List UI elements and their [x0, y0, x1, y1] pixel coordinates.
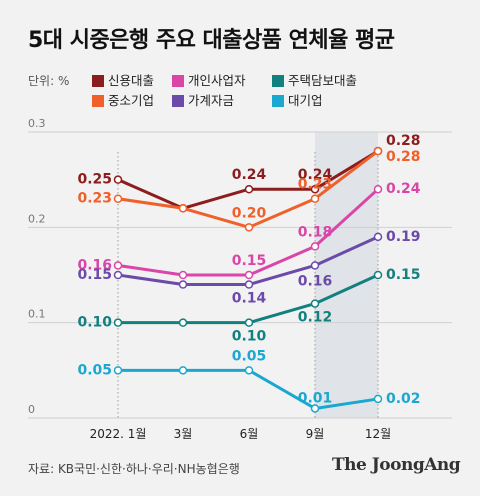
data-point — [113, 194, 123, 203]
data-point — [113, 366, 123, 375]
source-note: 자료: KB국민·신한·하나·우리·NH농협은행 — [28, 462, 240, 476]
legend-swatch — [92, 75, 104, 87]
chart-title: 5대 시중은행 주요 대출상품 연체율 평균 — [28, 28, 395, 53]
legend-item-credit-loan: 신용대출 — [92, 70, 154, 89]
data-point — [244, 280, 254, 289]
data-label: 0.15 — [232, 253, 267, 269]
legend-label: 가계자금 — [188, 93, 235, 108]
data-label: 0.24 — [298, 167, 333, 183]
legend-swatch — [172, 95, 184, 107]
brand-logo: The JoongAng — [332, 455, 461, 475]
data-point — [113, 318, 123, 327]
data-point — [310, 184, 320, 194]
x-tick-label: 12월 — [365, 427, 391, 441]
data-label: 0.23 — [298, 177, 333, 193]
legend-item-large-corp: 대기업 — [272, 90, 323, 109]
legend-label: 중소기업 — [108, 93, 155, 108]
data-label: 0.20 — [232, 205, 267, 221]
data-label: 0.16 — [298, 273, 333, 289]
data-point — [373, 270, 383, 280]
data-label: 0.23 — [77, 191, 112, 207]
y-tick-label: 0.3 — [28, 117, 46, 130]
data-point — [244, 223, 254, 232]
data-point — [244, 318, 254, 327]
data-label: 0.24 — [386, 181, 421, 197]
data-point — [244, 184, 254, 194]
data-point — [310, 242, 320, 251]
data-label: 0.28 — [386, 133, 421, 149]
data-point — [373, 184, 383, 194]
legend-item-self-employed: 개인사업자 — [172, 70, 246, 89]
data-label: 0.12 — [298, 310, 333, 326]
y-tick-label: 0 — [28, 403, 35, 416]
legend-swatch — [92, 95, 104, 107]
legend-label: 대기업 — [288, 93, 323, 108]
legend-swatch — [272, 95, 284, 107]
x-tick-label: 6월 — [240, 427, 259, 441]
data-point — [178, 204, 188, 213]
data-label: 0.05 — [232, 348, 267, 364]
data-label: 0.25 — [77, 172, 112, 188]
data-point — [310, 194, 320, 203]
y-tick-label: 0.1 — [28, 308, 46, 321]
x-tick-label: 2022. 1월 — [90, 427, 147, 441]
data-label: 0.05 — [77, 362, 112, 378]
legend-item-mortgage: 주택담보대출 — [272, 70, 357, 89]
legend-item-sme: 중소기업 — [92, 90, 154, 109]
data-point — [310, 261, 320, 270]
data-point — [178, 318, 188, 327]
unit-label: 단위: % — [28, 74, 70, 88]
data-label: 0.14 — [232, 291, 267, 307]
data-point — [373, 394, 383, 404]
data-point — [113, 270, 123, 280]
data-label: 0.28 — [386, 149, 421, 165]
data-label: 0.10 — [77, 315, 112, 331]
data-label: 0.19 — [386, 229, 421, 245]
highlight-band — [315, 132, 378, 418]
data-label: 0.02 — [386, 391, 421, 407]
x-tick-label: 3월 — [174, 427, 193, 441]
legend-swatch — [272, 75, 284, 87]
data-label: 0.10 — [232, 329, 267, 345]
data-label: 0.01 — [298, 390, 333, 406]
data-point — [310, 299, 320, 308]
legend-label: 신용대출 — [108, 73, 155, 88]
data-point — [310, 404, 320, 413]
legend-swatch — [172, 75, 184, 87]
legend-item-household: 가계자금 — [172, 90, 234, 109]
legend-label: 개인사업자 — [188, 73, 246, 88]
y-tick-label: 0.2 — [28, 212, 46, 225]
data-label: 0.15 — [77, 267, 112, 283]
data-point — [178, 280, 188, 289]
data-point — [113, 175, 123, 184]
data-point — [178, 366, 188, 375]
legend-label: 주택담보대출 — [288, 73, 358, 88]
data-point — [244, 366, 254, 375]
data-point — [373, 146, 383, 156]
data-point — [113, 261, 123, 270]
data-label: 0.15 — [386, 267, 421, 283]
data-point — [178, 270, 188, 280]
data-point — [373, 232, 383, 242]
data-label: 0.24 — [232, 167, 267, 183]
data-point — [244, 270, 254, 280]
data-label: 0.16 — [77, 257, 112, 273]
data-label: 0.18 — [298, 224, 333, 240]
x-tick-label: 9월 — [306, 427, 325, 441]
